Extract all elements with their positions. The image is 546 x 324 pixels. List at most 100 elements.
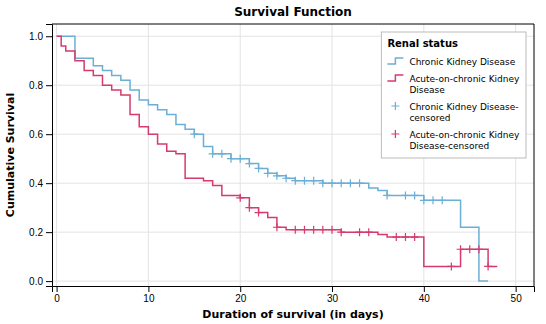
legend-label: Acute-on-chronic KidneyDisease-censored xyxy=(409,130,520,151)
legend-swatch xyxy=(391,130,399,138)
censor-mark xyxy=(411,233,419,241)
censor-mark xyxy=(356,228,364,236)
plot: 0 10 20 30 40 50 0.0 0.2 0.4 0.6 0.8 1.0 Renal statu… xyxy=(29,24,534,304)
y-axis-tick-mark xyxy=(46,134,52,135)
y-axis-tick: 0.8 xyxy=(29,80,52,91)
x-axis-tick: 40 xyxy=(419,286,431,304)
legend-swatch xyxy=(387,58,403,64)
censor-mark xyxy=(484,262,492,270)
legend-item: Acute-on-chronic KidneyDisease xyxy=(387,74,520,95)
x-axis-tick: 50 xyxy=(511,286,523,304)
x-axis-tick-mark xyxy=(240,286,241,292)
censor-mark xyxy=(209,150,217,158)
y-axis-tick-label: 0.2 xyxy=(29,227,43,238)
censor-mark xyxy=(245,204,253,212)
censor-mark xyxy=(328,179,336,187)
legend-swatch xyxy=(391,102,399,110)
censor-mark xyxy=(401,191,409,199)
censor-mark xyxy=(264,169,272,177)
x-axis-tick-label: 0 xyxy=(54,293,60,304)
censor-mark xyxy=(328,226,336,234)
censor-mark xyxy=(429,196,437,204)
x-axis-tick: 30 xyxy=(327,286,339,304)
x-axis: 0 10 20 30 40 50 xyxy=(53,286,535,304)
censor-mark xyxy=(282,174,290,182)
grid-line-x xyxy=(332,24,333,286)
x-axis-tick: 10 xyxy=(143,286,155,304)
grid-line-y xyxy=(52,232,534,233)
grid xyxy=(52,24,534,286)
x-axis-tick-mark xyxy=(516,286,517,292)
x-axis-tick: 0 xyxy=(54,286,60,304)
censor-mark xyxy=(356,179,364,187)
x-axis-tick-label: 40 xyxy=(419,293,431,304)
censor-mark xyxy=(273,172,281,180)
y-axis-tick-mark xyxy=(46,36,52,37)
y-axis-line xyxy=(46,25,53,287)
censor-mark xyxy=(420,196,428,204)
y-axis-tick: 0.4 xyxy=(29,178,52,189)
censor-mark xyxy=(218,150,226,158)
censor-mark xyxy=(236,194,244,202)
censor-mark xyxy=(190,130,198,138)
censor-mark xyxy=(475,245,483,253)
x-axis-tick-mark xyxy=(57,286,58,292)
x-axis-line xyxy=(53,287,535,293)
censor-mark xyxy=(337,179,345,187)
y-axis-tick: 1.0 xyxy=(29,31,52,42)
legend-item: Chronic Kidney Disease xyxy=(387,57,515,67)
censor-mark xyxy=(346,179,354,187)
y-axis-tick-mark xyxy=(46,281,52,282)
grid-line-x xyxy=(148,24,149,286)
legend-label: Acute-on-chronic KidneyDisease xyxy=(409,74,520,95)
censor-mark xyxy=(300,226,308,234)
x-axis-tick: 20 xyxy=(235,286,247,304)
grid-line-y xyxy=(52,183,534,184)
censor-mark xyxy=(291,177,299,185)
grid-line-y xyxy=(52,281,534,282)
censor-mark xyxy=(255,164,263,172)
y-axis-title: Cumulative Survival xyxy=(4,93,17,217)
legend: Renal status Chronic Kidney Disease Acute-… xyxy=(381,32,526,158)
y-axis-tick-label: 1.0 xyxy=(29,31,43,42)
legend-box xyxy=(381,32,526,158)
frame-right xyxy=(534,24,535,286)
censor-mark xyxy=(365,228,373,236)
censor-mark xyxy=(466,245,474,253)
y-axis-tick-label: 0.8 xyxy=(29,80,43,91)
censor-mark xyxy=(411,191,419,199)
y-axis: 0.0 0.2 0.4 0.6 0.8 1.0 xyxy=(29,25,52,287)
legend-title: Renal status xyxy=(387,38,458,49)
x-axis-tick-label: 50 xyxy=(511,293,523,304)
y-axis-tick-label: 0.4 xyxy=(29,178,43,189)
legend-item: Chronic Kidney Disease-censored xyxy=(391,102,518,123)
grid-line-x xyxy=(56,24,57,286)
censor-mark xyxy=(457,245,465,253)
censor-mark xyxy=(337,228,345,236)
x-axis-tick-mark xyxy=(148,286,149,292)
censor-mark xyxy=(273,223,281,231)
censor-mark xyxy=(255,209,263,217)
censor-mark xyxy=(310,177,318,185)
legend-label: Chronic Kidney Disease-censored xyxy=(409,102,518,123)
censor-mark xyxy=(319,226,327,234)
censor-mark xyxy=(401,233,409,241)
legend-swatch xyxy=(387,75,403,81)
y-axis-tick-label: 0.6 xyxy=(29,129,43,140)
censor-mark xyxy=(300,177,308,185)
legend-label: Chronic Kidney Disease xyxy=(409,57,515,67)
x-axis-tick-label: 20 xyxy=(235,293,247,304)
censor-mark xyxy=(383,191,391,199)
y-axis-tick: 0.2 xyxy=(29,227,52,238)
y-axis-tick-label: 0.0 xyxy=(29,276,43,287)
y-axis-tick: 0.6 xyxy=(29,129,52,140)
x-axis-tick-label: 30 xyxy=(327,293,339,304)
censor-mark xyxy=(227,155,235,163)
censor-mark xyxy=(319,179,327,187)
censor-mark xyxy=(438,196,446,204)
y-axis-tick-mark xyxy=(46,232,52,233)
y-axis-tick-mark xyxy=(46,183,52,184)
frame-top xyxy=(52,24,534,25)
censor-mark xyxy=(392,233,400,241)
censor-mark xyxy=(310,226,318,234)
